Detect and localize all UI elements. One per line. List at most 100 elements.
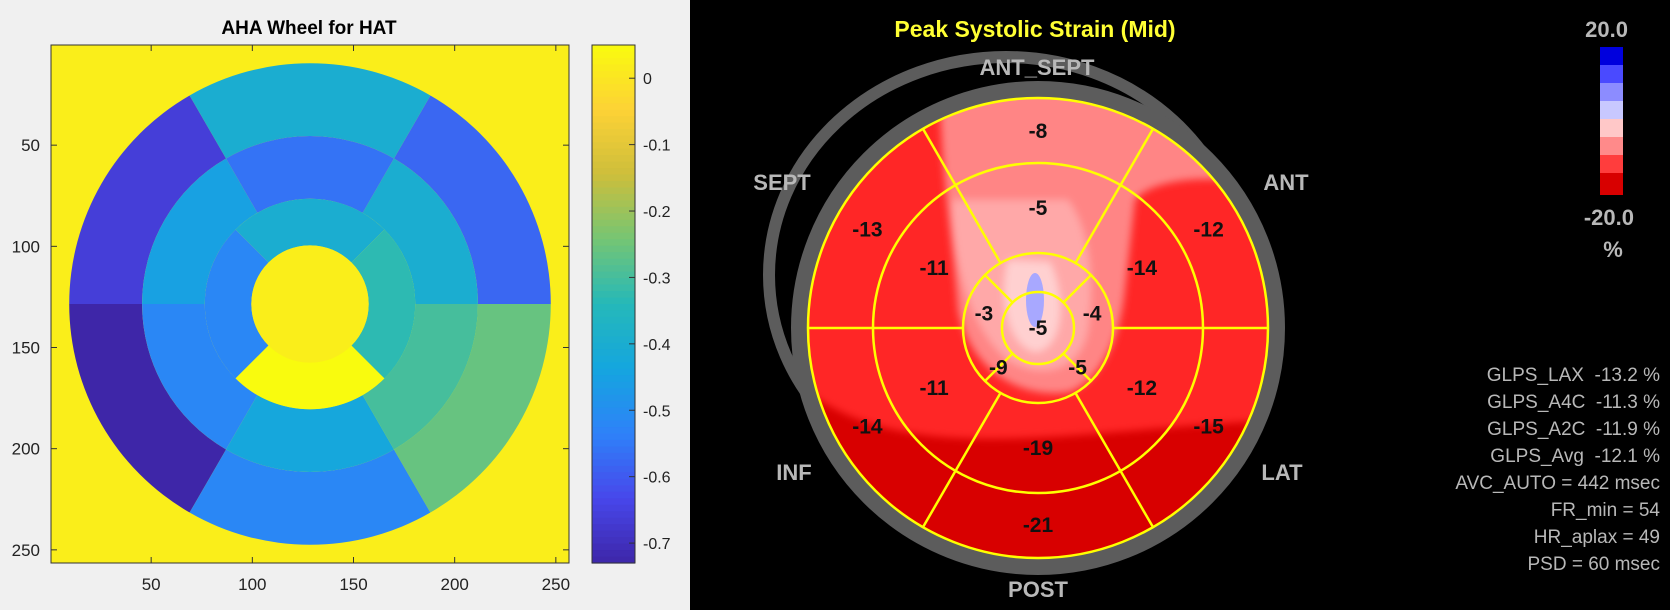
colorbar-band — [592, 219, 635, 227]
colorbar-band — [592, 388, 635, 396]
colorbar-band — [592, 420, 635, 428]
segment-value: -11 — [919, 377, 949, 400]
colorbar-band — [592, 511, 635, 519]
colorbar-band — [592, 459, 635, 467]
colorbar-band — [592, 524, 635, 532]
spoke-line — [1074, 184, 1122, 264]
colorbar-band — [592, 96, 635, 104]
strain-color-scale: 20.0 -20.0 % — [1584, 17, 1634, 262]
colorbar-band — [592, 465, 635, 473]
segment-value: -21 — [1023, 514, 1054, 537]
segment-value: -12 — [1127, 377, 1157, 400]
spoke-line — [921, 470, 957, 528]
colorbar-band — [592, 401, 635, 409]
colorbar-band — [592, 472, 635, 480]
colorbar-band — [592, 122, 635, 130]
colorbar-band — [592, 491, 635, 499]
stat-line: GLPS_LAX -13.2 % — [1487, 365, 1660, 386]
colorbar-band — [592, 161, 635, 169]
colorbar-band — [592, 543, 635, 551]
spoke-line — [954, 392, 1002, 472]
colorbar-band — [592, 109, 635, 117]
mid-segment — [362, 304, 478, 450]
colorbar-tick-label: -0.4 — [643, 337, 671, 354]
colorbar-band — [592, 64, 635, 72]
label-ant: ANT — [1263, 170, 1309, 195]
colorbar-tick-label: -0.5 — [643, 403, 671, 420]
spoke-line — [1074, 392, 1122, 472]
colorbar-band — [592, 342, 635, 350]
segment-value: -12 — [1193, 219, 1223, 242]
colorbar-band — [592, 556, 635, 564]
segment-value: -5 — [1068, 357, 1087, 380]
spoke-line — [1119, 470, 1155, 528]
label-post: POST — [1008, 577, 1068, 602]
colorbar-tick-label: 0 — [643, 71, 652, 88]
global-strain-stats: GLPS_LAX -13.2 % GLPS_A4C -11.3 % GLPS_A… — [1455, 365, 1660, 575]
colorbar-band — [592, 498, 635, 506]
colorbar-band — [592, 258, 635, 266]
segment-value: -9 — [989, 357, 1008, 380]
mid-segment — [226, 395, 394, 472]
plot-frame — [50, 44, 570, 564]
colorbar-band — [592, 245, 635, 253]
basal-segment — [393, 95, 551, 305]
x-tick-label: 250 — [542, 575, 570, 594]
colorbar-band — [592, 148, 635, 156]
spoke-line — [1062, 274, 1092, 304]
mid-segment — [362, 158, 478, 304]
colorbar-band — [592, 310, 635, 318]
mid-segment — [142, 158, 258, 304]
colorbar-band — [592, 239, 635, 247]
scale-unit: % — [1603, 237, 1623, 262]
label-ant-sept: ANT_SEPT — [980, 55, 1095, 80]
colorbar-band — [592, 304, 635, 312]
apical-segment — [235, 198, 385, 263]
colorbar-band — [592, 485, 635, 493]
colorbar-band — [592, 271, 635, 279]
colorbar-band — [592, 252, 635, 260]
colorbar-band — [592, 452, 635, 460]
colorbar-band — [592, 187, 635, 195]
spoke-line — [1062, 352, 1092, 382]
colorbar-band — [592, 206, 635, 214]
stat-line: HR_aplax = 49 — [1534, 527, 1660, 548]
segment-value: -19 — [1023, 437, 1053, 460]
colorbar-band — [592, 517, 635, 525]
spoke-line — [1119, 128, 1155, 186]
spoke-line — [984, 352, 1014, 382]
colorbar-band — [592, 381, 635, 389]
label-lat: LAT — [1261, 460, 1303, 485]
x-tick-label: 200 — [440, 575, 468, 594]
colorbar-band — [592, 135, 635, 143]
colorbar-band — [592, 284, 635, 292]
colorbar-band — [592, 537, 635, 545]
colorbar-band — [592, 168, 635, 176]
y-tick-label: 100 — [12, 237, 40, 256]
x-tick-label: 50 — [142, 575, 161, 594]
segment-value: -3 — [975, 303, 994, 326]
colorbar-band — [592, 433, 635, 441]
y-tick-label: 250 — [12, 541, 40, 560]
stat-line: GLPS_A2C -11.9 % — [1487, 419, 1660, 440]
y-tick-label: 150 — [12, 339, 40, 358]
colorbar-band — [592, 155, 635, 163]
colorbar-band — [592, 414, 635, 422]
colorbar-band — [592, 504, 635, 512]
colorbar-band — [592, 45, 635, 53]
segment-value: -5 — [1029, 197, 1048, 220]
stat-line: GLPS_A4C -11.3 % — [1487, 392, 1660, 413]
colorbar-band — [592, 57, 635, 66]
segment-value: -8 — [1029, 120, 1048, 143]
basal-segment — [69, 304, 227, 513]
basal-segment — [189, 449, 431, 545]
colorbar-band — [592, 329, 635, 337]
colorbar-band — [592, 375, 635, 383]
colorbar-tick-label: -0.1 — [643, 138, 671, 155]
colorbar-band — [592, 278, 635, 286]
colorbar-band — [592, 394, 635, 402]
colorbar-band — [592, 193, 635, 201]
apical-segment — [351, 229, 416, 379]
stat-line: AVC_AUTO = 442 msec — [1455, 473, 1660, 494]
colorbar-band — [592, 77, 635, 85]
